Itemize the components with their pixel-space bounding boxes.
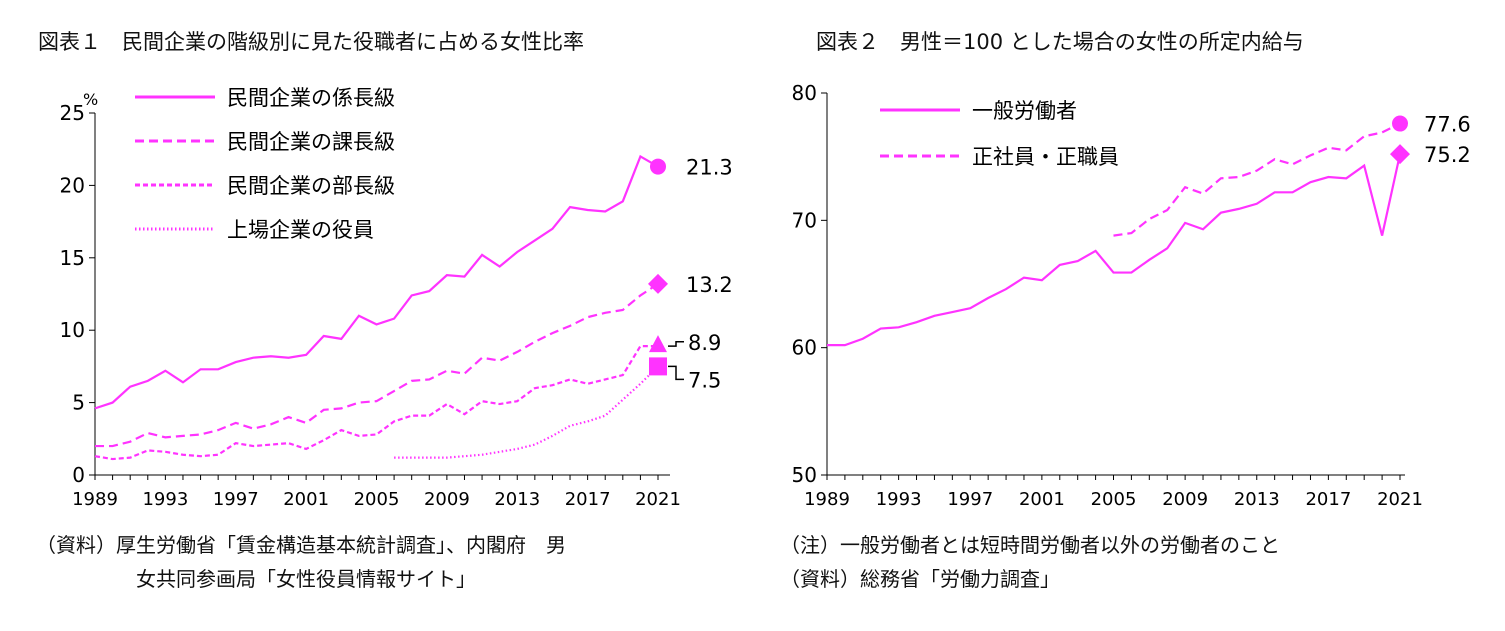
x-tick-label: 2009 (1162, 489, 1208, 510)
legend-label: 民間企業の係長級 (227, 86, 395, 110)
end-value-label: 21.3 (686, 156, 733, 180)
end-value-label: 77.6 (1424, 113, 1471, 137)
callout-line (668, 341, 684, 347)
x-tick-label: 1989 (804, 489, 850, 510)
chart2-title: 図表２ 男性＝100 とした場合の女性の所定内給与 (816, 30, 1304, 54)
series-line (94, 154, 659, 410)
y-tick-label: 70 (792, 208, 817, 232)
x-tick-label: 2001 (1019, 489, 1065, 510)
x-tick-label: 2013 (494, 489, 540, 510)
end-marker-diamond (1390, 144, 1410, 165)
x-tick-label: 1993 (876, 489, 922, 510)
chart2-source: （資料）総務省「労働力調査」 (780, 567, 1060, 591)
y-tick-label: 50 (792, 463, 817, 487)
y-tick-label: 5 (72, 391, 85, 415)
end-value-label: 8.9 (688, 331, 721, 355)
end-marker-square (649, 357, 667, 376)
chart2-plot: 50 60 70 80 1989 1993 1997 2001 2005 2009 2013 2017… (792, 81, 1471, 510)
chart1-title: 図表１ 民間企業の階級別に見た役職者に占める女性比率 (38, 30, 584, 54)
y-tick-label: 20 (60, 173, 85, 197)
x-tick-label: 2009 (424, 489, 470, 510)
series-line (827, 153, 1402, 347)
chart1-plot: 0 5 10 15 20 25 1989 1993 1997 2001 2005 2009 2013 20… (60, 86, 733, 510)
y-tick-label: 80 (792, 81, 817, 105)
end-value-label: 7.5 (688, 368, 721, 392)
series-line (394, 365, 659, 459)
x-tick-label: 2017 (1305, 489, 1351, 510)
x-tick-label: 2021 (1377, 489, 1423, 510)
y-tick-label: 10 (60, 318, 85, 342)
end-marker-circle (1392, 115, 1408, 132)
legend-label: 民間企業の課長級 (227, 130, 395, 154)
y-tick-label: 25 (60, 101, 85, 125)
chart1-source-line1: （資料）厚生労働省「賃金構造基本統計調査」、内閣府 男 (36, 533, 566, 557)
x-tick-label: 2001 (283, 489, 329, 510)
series-line (95, 282, 659, 448)
y-tick-label: 0 (72, 463, 85, 487)
x-tick-label: 2013 (1234, 489, 1280, 510)
chart1-source-line2: 女共同参画局「女性役員情報サイト」 (136, 567, 476, 591)
legend-label: 正社員・正職員 (972, 145, 1119, 169)
callout-line (668, 365, 684, 381)
series-line (1113, 122, 1401, 237)
end-value-label: 75.2 (1424, 143, 1471, 167)
x-tick-label: 1997 (213, 489, 259, 510)
end-value-label: 13.2 (686, 273, 733, 297)
y-tick-label: 15 (60, 246, 85, 270)
y-axis-unit: % (83, 90, 98, 109)
y-tick-label: 60 (792, 336, 817, 360)
end-marker-diamond (648, 273, 668, 294)
series-line (94, 345, 658, 461)
x-tick-label: 2017 (565, 489, 611, 510)
x-tick-label: 1997 (947, 489, 993, 510)
chart2-note: （注）一般労働者とは短時間労働者以外の労働者のこと (780, 533, 1280, 557)
legend-label: 上場企業の役員 (227, 218, 374, 242)
end-marker-circle (650, 158, 666, 175)
x-tick-label: 2021 (635, 489, 681, 510)
legend-label: 民間企業の部長級 (227, 174, 395, 198)
end-marker-triangle (649, 335, 667, 353)
x-tick-label: 1993 (142, 489, 188, 510)
x-tick-label: 1989 (72, 489, 118, 510)
x-tick-label: 2005 (354, 489, 400, 510)
x-tick-label: 2005 (1091, 489, 1137, 510)
legend-label: 一般労働者 (972, 99, 1077, 123)
